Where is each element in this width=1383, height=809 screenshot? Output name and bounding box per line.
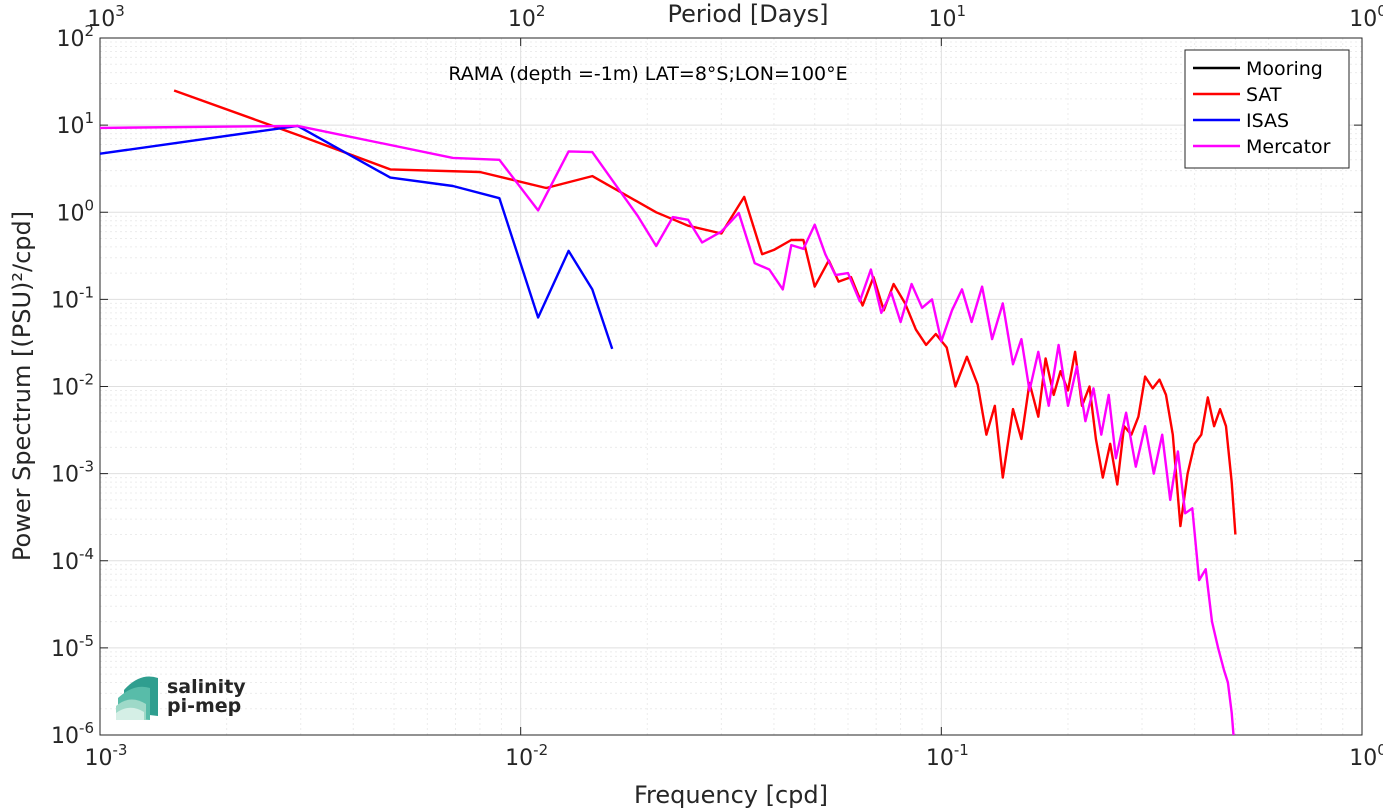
top-axis-label: Period [Days] [667, 0, 828, 28]
y-tick-label: 10-2 [51, 371, 94, 401]
legend: Mooring SAT ISAS Mercator [1184, 49, 1350, 169]
legend-label-mooring: Mooring [1246, 58, 1323, 80]
y-tick-label: 10-5 [51, 632, 94, 662]
y-tick-label: 10-6 [51, 719, 94, 749]
x-tick-label: 100 [1349, 741, 1383, 771]
legend-box [1184, 49, 1350, 169]
chart-title: RAMA (depth =-1m) LAT=8°S;LON=100°E [448, 63, 847, 85]
logo-waves-icon [116, 676, 158, 720]
legend-label-sat: SAT [1246, 84, 1282, 106]
logo-line-2: pi-mep [167, 695, 241, 717]
y-tick-label: 10-1 [51, 283, 94, 313]
series-group [99, 89, 1237, 736]
legend-label-isas: ISAS [1246, 110, 1289, 132]
logo-line-1: salinity [167, 676, 246, 698]
y-tick-label: 10-4 [51, 545, 94, 575]
legend-label-mercator: Mercator [1246, 136, 1331, 158]
grid-lines [99, 37, 1363, 736]
series-line-isas [99, 124, 614, 350]
series-line-sat [173, 89, 1237, 535]
x-tick-label: 10-2 [505, 741, 548, 771]
top-tick-label: 102 [508, 2, 546, 32]
y-tick-label: 10-3 [51, 458, 94, 488]
top-tick-label: 103 [87, 2, 125, 32]
y-tick-label: 100 [56, 196, 94, 226]
y-tick-label: 102 [56, 22, 94, 52]
y-axis-label: Power Spectrum [(PSU)²/cpd] [8, 211, 36, 561]
top-tick-label: 101 [929, 2, 967, 32]
y-tick-label: 101 [56, 109, 94, 139]
x-axis-label: Frequency [cpd] [634, 781, 828, 809]
x-tick-label: 10-1 [926, 741, 969, 771]
x-tick-label: 10-3 [85, 741, 128, 771]
top-tick-label: 100 [1349, 2, 1383, 32]
series-line-mercator [99, 124, 1235, 736]
salinity-pi-mep-logo: salinity pi-mep [116, 676, 246, 720]
